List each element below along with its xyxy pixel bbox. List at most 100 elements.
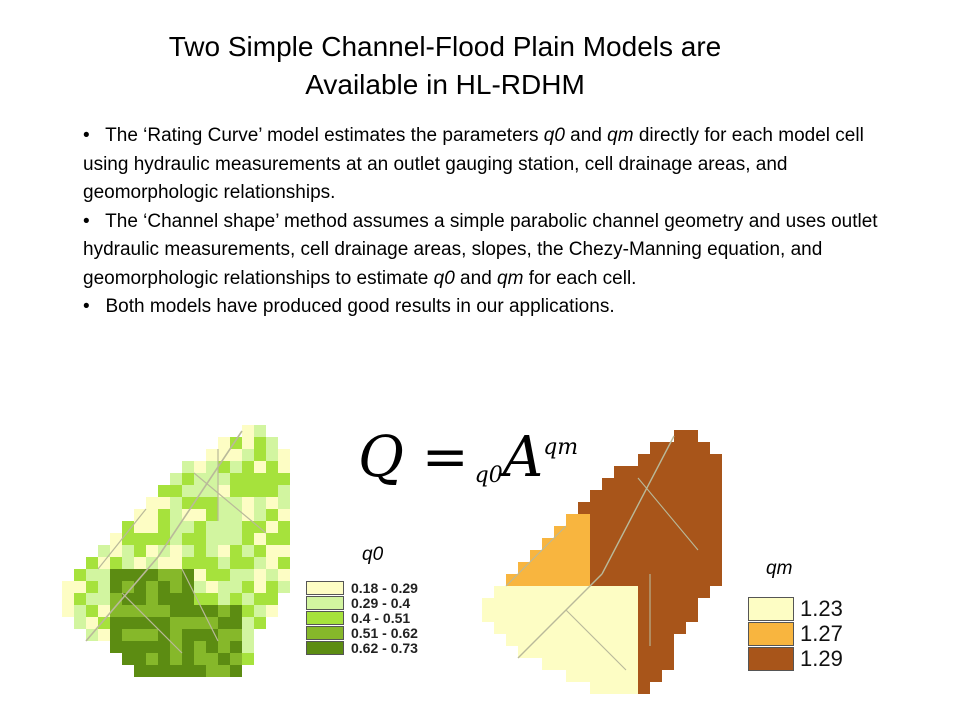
- map-cell: [566, 634, 578, 646]
- map-cell: [182, 521, 194, 533]
- map-cell: [698, 526, 710, 538]
- map-cell: [698, 562, 710, 574]
- map-cell: [638, 514, 650, 526]
- map-cell: [218, 641, 230, 653]
- map-cell: [626, 478, 638, 490]
- map-cell: [578, 526, 590, 538]
- param-q0: q0: [433, 267, 455, 289]
- map-cell: [614, 598, 626, 610]
- map-cell: [566, 562, 578, 574]
- map-cell: [638, 646, 650, 658]
- map-cell: [158, 485, 170, 497]
- map-cell: [674, 478, 686, 490]
- map-cell: [86, 617, 98, 629]
- map-cell: [254, 485, 266, 497]
- map-cell: [62, 605, 74, 617]
- map-cell: [674, 526, 686, 538]
- map-cell: [662, 478, 674, 490]
- map-cell: [638, 586, 650, 598]
- q0-legend: 0.18 - 0.29 0.29 - 0.4 0.4 - 0.51 0.51 - 0.…: [306, 580, 418, 656]
- map-cell: [206, 569, 218, 581]
- map-cell: [626, 574, 638, 586]
- map-cell: [158, 569, 170, 581]
- map-cell: [158, 533, 170, 545]
- map-cell: [686, 502, 698, 514]
- map-cell: [206, 665, 218, 677]
- map-cell: [542, 598, 554, 610]
- map-cell: [626, 658, 638, 670]
- map-cell: [698, 454, 710, 466]
- map-cell: [710, 478, 722, 490]
- map-cell: [146, 509, 158, 521]
- map-cell: [230, 449, 242, 461]
- map-cell: [218, 533, 230, 545]
- map-cell: [158, 509, 170, 521]
- map-cell: [170, 485, 182, 497]
- map-cell: [194, 545, 206, 557]
- stream-line: [193, 472, 267, 534]
- map-cell: [218, 545, 230, 557]
- map-cell: [62, 581, 74, 593]
- map-cell: [650, 514, 662, 526]
- map-cell: [254, 569, 266, 581]
- map-cell: [686, 490, 698, 502]
- legend-swatch: [748, 646, 794, 671]
- map-cell: [122, 617, 134, 629]
- map-cell: [110, 569, 122, 581]
- map-cell: [194, 581, 206, 593]
- map-cell: [182, 581, 194, 593]
- map-cell: [686, 466, 698, 478]
- map-cell: [254, 509, 266, 521]
- map-cell: [542, 562, 554, 574]
- bullet-text: and: [564, 125, 608, 146]
- map-cell: [110, 617, 122, 629]
- map-cell: [530, 562, 542, 574]
- map-cell: [590, 646, 602, 658]
- map-cell: [602, 550, 614, 562]
- map-cell: [482, 598, 494, 610]
- map-cell: [146, 629, 158, 641]
- map-cell: [686, 430, 698, 442]
- map-cell: [662, 598, 674, 610]
- map-cell: [578, 574, 590, 586]
- map-cell: [74, 593, 86, 605]
- map-cell: [134, 557, 146, 569]
- map-cell: [146, 521, 158, 533]
- map-cell: [686, 454, 698, 466]
- slide-title: Two Simple Channel-Flood Plain Models ar…: [0, 28, 890, 104]
- map-cell: [110, 629, 122, 641]
- map-cell: [554, 622, 566, 634]
- map-cell: [170, 557, 182, 569]
- map-cell: [182, 497, 194, 509]
- bullet-text: The ‘Channel shape’ method assumes a sim…: [83, 210, 878, 289]
- map-cell: [554, 550, 566, 562]
- map-cell: [698, 586, 710, 598]
- map-cell: [74, 617, 86, 629]
- map-cell: [110, 593, 122, 605]
- map-cell: [182, 593, 194, 605]
- map-cell: [278, 449, 290, 461]
- map-cell: [122, 557, 134, 569]
- map-cell: [278, 473, 290, 485]
- map-cell: [122, 605, 134, 617]
- map-cell: [206, 545, 218, 557]
- map-cell: [566, 646, 578, 658]
- map-cell: [662, 610, 674, 622]
- map-cell: [218, 521, 230, 533]
- map-cell: [206, 521, 218, 533]
- map-cell: [242, 605, 254, 617]
- map-cell: [170, 665, 182, 677]
- map-cell: [710, 538, 722, 550]
- param-qm: qm: [607, 125, 634, 146]
- map-cell: [110, 557, 122, 569]
- map-cell: [578, 670, 590, 682]
- map-cell: [650, 550, 662, 562]
- map-cell: [278, 497, 290, 509]
- map-cell: [650, 610, 662, 622]
- stream-line: [85, 556, 159, 642]
- map-cell: [650, 586, 662, 598]
- map-cell: [254, 449, 266, 461]
- map-cell: [218, 509, 230, 521]
- map-cell: [554, 646, 566, 658]
- map-cell: [566, 538, 578, 550]
